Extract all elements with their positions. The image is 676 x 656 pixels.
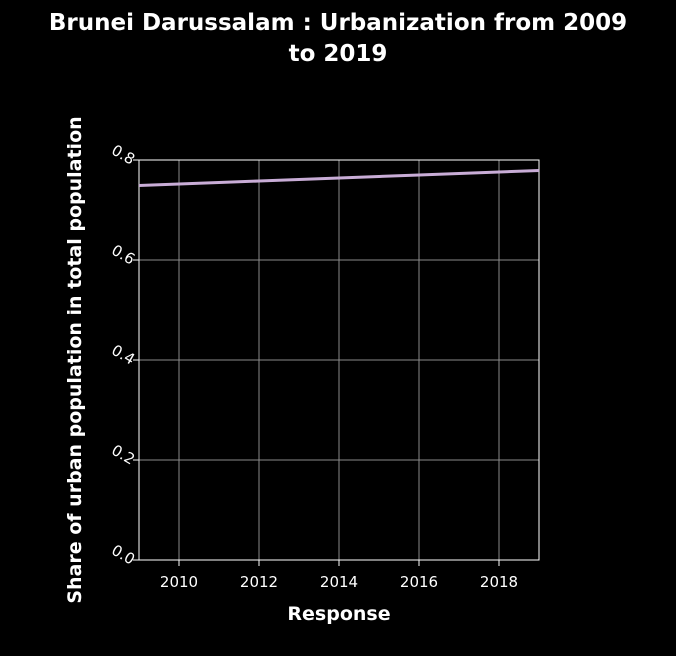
- y-tick-label: 0.4: [108, 341, 138, 369]
- x-tick-label: 2010: [160, 573, 198, 591]
- x-tick-label: 2014: [320, 573, 358, 591]
- chart-title-line-2: to 2019: [289, 41, 388, 67]
- y-axis-label: Share of urban population in total popul…: [64, 116, 86, 603]
- x-tick-label: 2016: [400, 573, 438, 591]
- y-tick-label: 0.6: [108, 241, 138, 269]
- chart-title-line-1: Brunei Darussalam : Urbanization from 20…: [49, 10, 627, 36]
- y-tick-label: 0.2: [108, 441, 138, 469]
- y-tick-label: 0.0: [108, 541, 138, 569]
- x-tick-label: 2018: [480, 573, 518, 591]
- series-layer: [138, 169, 540, 187]
- x-axis-label: Response: [287, 603, 390, 625]
- grid: [139, 159, 539, 561]
- x-tick-label: 2012: [240, 573, 278, 591]
- y-tick-label: 0.8: [108, 141, 138, 169]
- x-axis-ticks: 2010 2012 2014 2016 2018: [160, 560, 518, 591]
- y-axis-ticks: 0.0 0.2 0.4 0.6 0.8: [108, 141, 139, 569]
